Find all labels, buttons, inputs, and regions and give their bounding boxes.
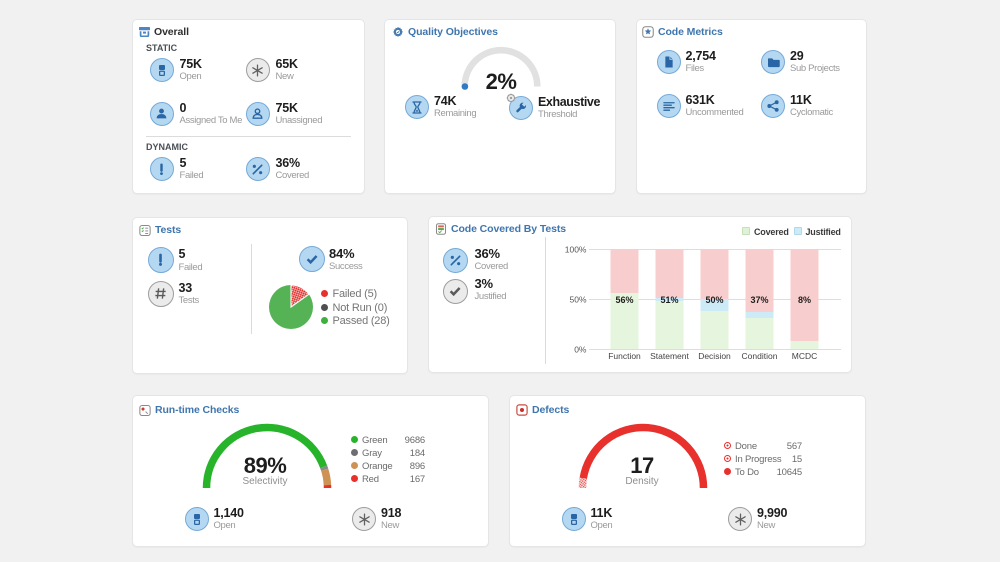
svg-text:8%: 8%: [798, 295, 811, 305]
svg-text:Statement: Statement: [650, 351, 689, 361]
svg-text:Function: Function: [608, 351, 641, 361]
svg-text:51%: 51%: [660, 295, 678, 305]
svg-text:56%: 56%: [615, 295, 633, 305]
svg-text:50%: 50%: [705, 295, 723, 305]
svg-text:0%: 0%: [574, 345, 587, 355]
svg-text:Condition: Condition: [742, 351, 778, 361]
svg-text:MCDC: MCDC: [792, 351, 818, 361]
svg-text:37%: 37%: [750, 295, 768, 305]
svg-text:100%: 100%: [565, 245, 587, 255]
svg-text:50%: 50%: [569, 295, 586, 305]
svg-text:Decision: Decision: [698, 351, 731, 361]
